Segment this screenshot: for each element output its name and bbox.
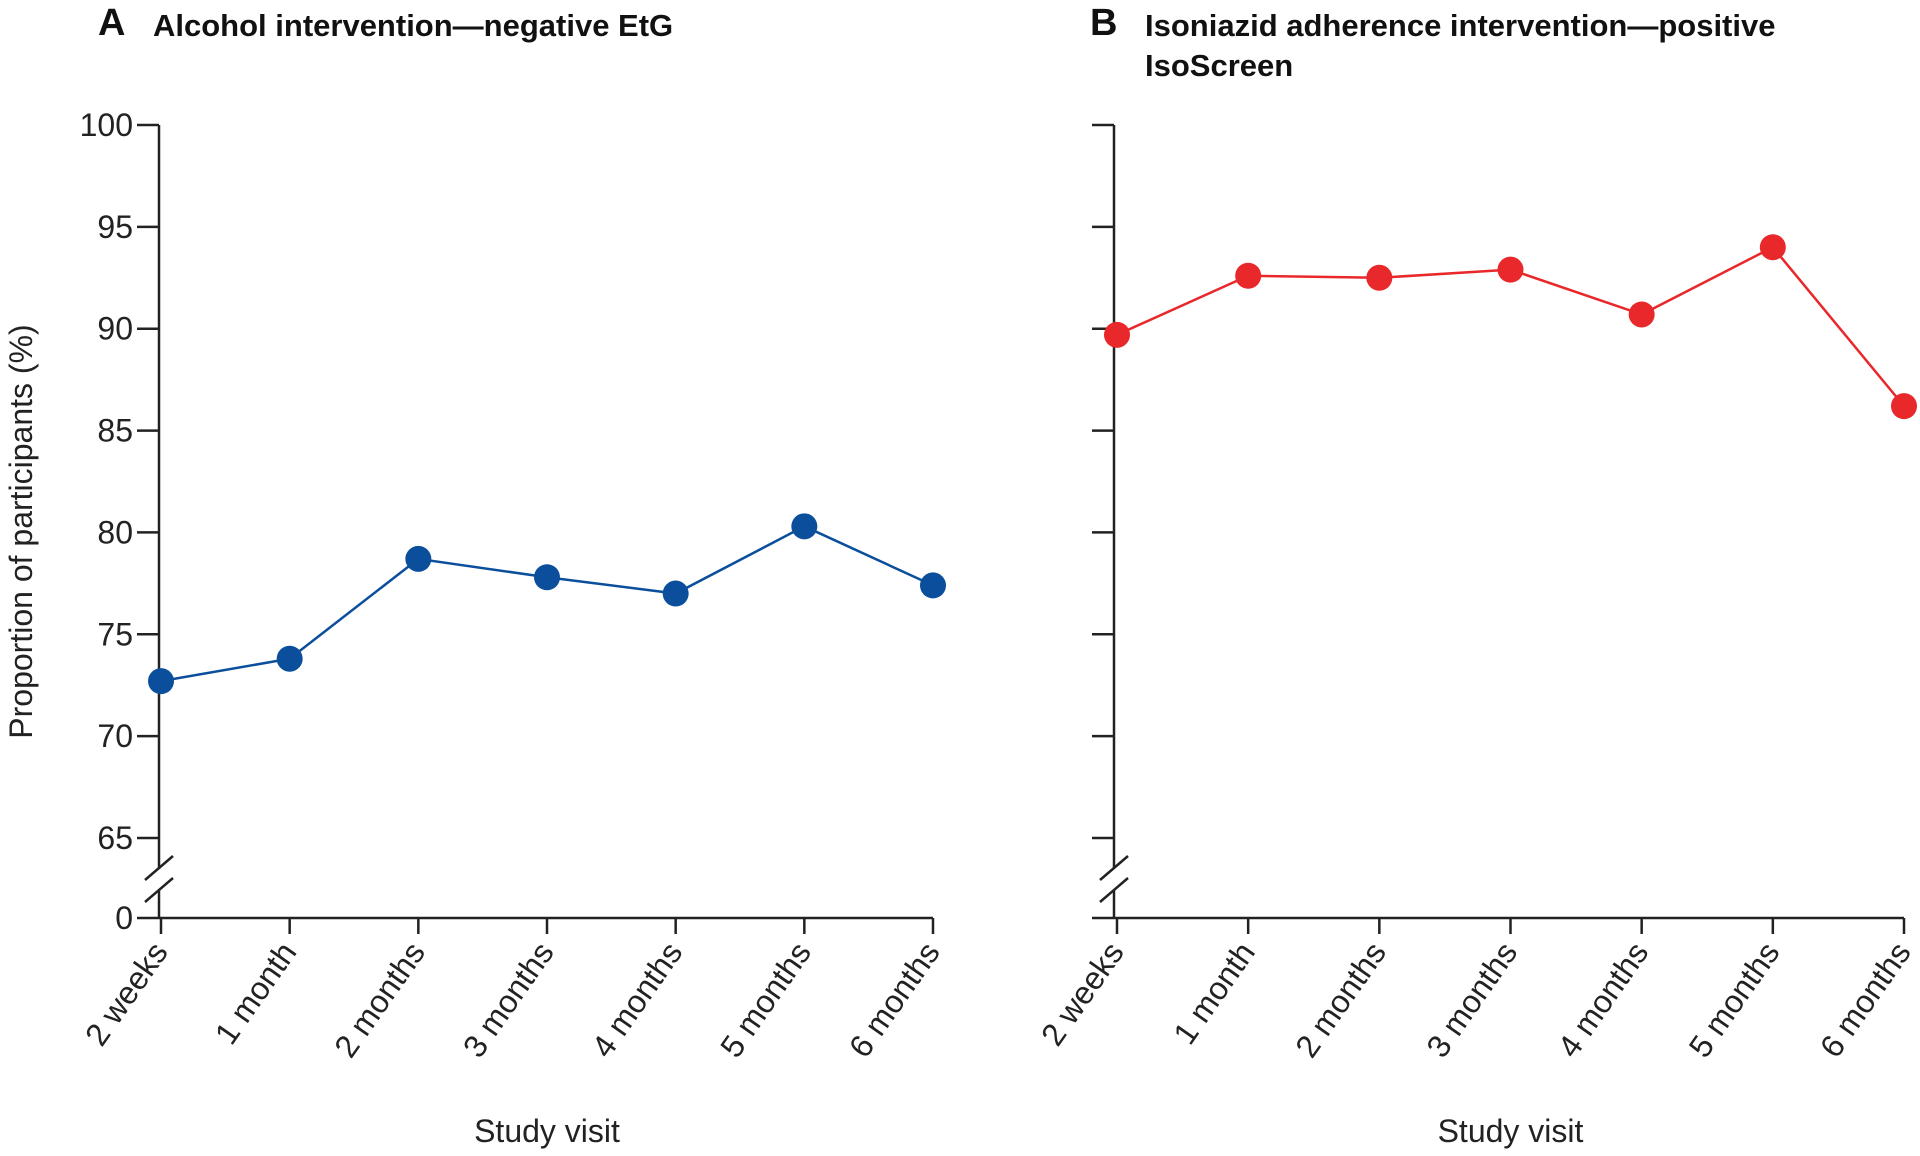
- chart-title: Isoniazid adherence intervention—positiv…: [1145, 8, 1776, 83]
- x-tick-label: 1 month: [208, 935, 304, 1050]
- data-point: [1497, 256, 1524, 283]
- axis-break: [1099, 877, 1129, 903]
- axis-break: [144, 877, 174, 903]
- y-tick-label: 85: [97, 413, 133, 449]
- chart-title: Alcohol intervention—negative EtG: [153, 8, 674, 43]
- panel-label: B: [1090, 2, 1118, 44]
- data-point: [920, 572, 946, 599]
- data-point: [276, 645, 303, 672]
- x-tick-label: 5 months: [1682, 935, 1787, 1063]
- data-point: [791, 513, 818, 540]
- y-tick-label: 75: [97, 616, 133, 652]
- y-axis-label: Proportion of participants (%): [3, 324, 39, 738]
- x-tick-label: 4 months: [1550, 935, 1655, 1063]
- x-tick-label: 2 months: [327, 935, 432, 1063]
- panel-label: A: [98, 2, 126, 44]
- data-point: [1891, 393, 1917, 420]
- x-tick-label: 2 weeks: [78, 935, 175, 1052]
- x-tick-label: 3 months: [1419, 935, 1524, 1063]
- data-point: [1628, 301, 1655, 328]
- data-point: [1235, 262, 1262, 289]
- data-point: [405, 545, 432, 572]
- y-tick-label: 80: [97, 514, 133, 550]
- x-tick-label: 6 months: [1813, 935, 1918, 1063]
- y-tick-label: 95: [97, 209, 133, 245]
- x-tick-label: 3 months: [456, 935, 561, 1063]
- y-tick-label: 70: [97, 718, 133, 754]
- x-axis-label: Study visit: [474, 1113, 620, 1149]
- data-point: [662, 580, 689, 607]
- y-tick-label: 0: [115, 900, 133, 936]
- y-tick-label: 90: [97, 311, 133, 347]
- x-tick-label: 2 weeks: [1034, 935, 1131, 1052]
- data-point: [534, 564, 560, 591]
- axis-break: [1099, 855, 1129, 881]
- x-tick-label: 1 month: [1166, 935, 1262, 1050]
- x-axis-label: Study visit: [1438, 1113, 1584, 1149]
- data-point: [1759, 234, 1786, 261]
- y-tick-label: 65: [97, 820, 133, 856]
- y-tick-label: 100: [80, 107, 133, 143]
- x-tick-label: 4 months: [584, 935, 689, 1063]
- x-tick-label: 5 months: [713, 935, 818, 1063]
- x-tick-label: 2 months: [1288, 935, 1393, 1063]
- data-point: [1104, 321, 1130, 348]
- x-tick-label: 6 months: [842, 935, 947, 1063]
- data-point: [148, 668, 174, 695]
- axis-break: [144, 855, 174, 881]
- data-point: [1366, 264, 1393, 291]
